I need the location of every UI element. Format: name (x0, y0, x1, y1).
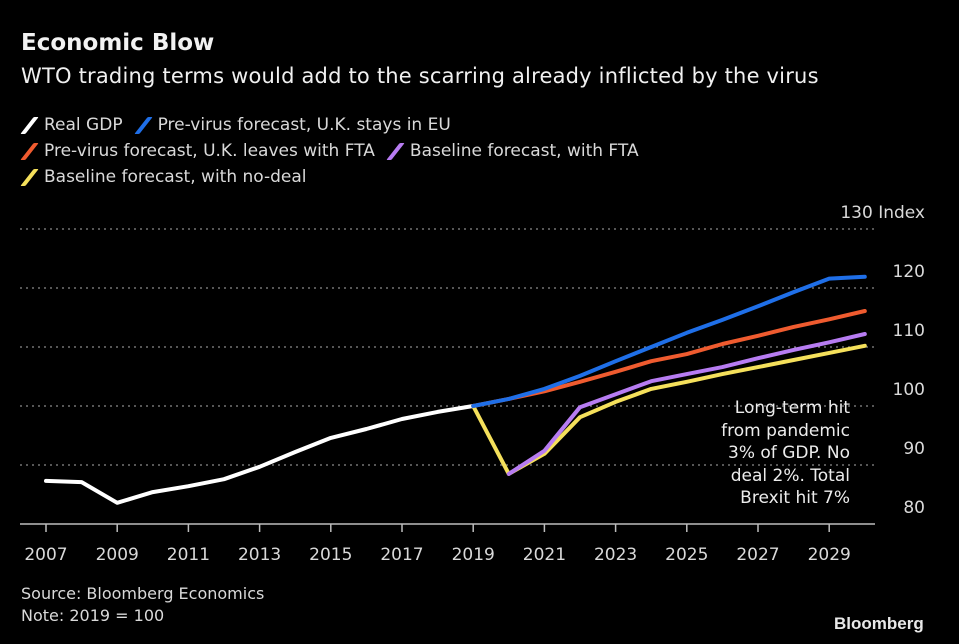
legend-item-pre-virus-eu: Pre-virus forecast, U.K. stays in EU (133, 112, 451, 138)
legend-item-real-gdp: Real GDP (20, 112, 123, 138)
x-tick-label: 2017 (380, 545, 423, 565)
annotation-line: from pandemic (721, 420, 850, 441)
legend-item-baseline-no-deal: Baseline forecast, with no-deal (20, 164, 307, 190)
series-line-baseline-forecast-with-no-deal (471, 343, 867, 476)
source-note: Source: Bloomberg Economics Note: 2019 =… (21, 583, 264, 627)
x-tick-label: 2021 (523, 545, 566, 565)
series-line-real-gdp (44, 404, 476, 505)
x-tick-label: 2011 (167, 545, 210, 565)
y-tick-label: 100 (893, 380, 925, 400)
legend-label: Real GDP (44, 115, 123, 135)
y-tick-label: 130 Index (840, 203, 925, 223)
x-tick-label: 2009 (96, 545, 139, 565)
annotation-line: Long-term hit (734, 398, 850, 418)
y-tick-label: 110 (893, 321, 925, 341)
series-line-baseline-forecast-with-fta (506, 332, 867, 476)
y-tick-label: 80 (903, 498, 925, 518)
bloomberg-logo: Bloomberg (834, 614, 924, 633)
note-text: Note: 2019 = 100 (21, 606, 165, 625)
legend-item-pre-virus-fta: Pre-virus forecast, U.K. leaves with FTA (20, 138, 375, 164)
legend-label: Baseline forecast, with no-deal (44, 167, 307, 187)
legend: Real GDP Pre-virus forecast, U.K. stays … (20, 112, 921, 190)
x-tick-label: 2013 (238, 545, 281, 565)
x-tick-label: 2015 (309, 545, 352, 565)
legend-label: Pre-virus forecast, U.K. stays in EU (157, 115, 451, 135)
x-tick-label: 2029 (808, 545, 851, 565)
annotation: Long-term hit from pandemic 3% of GDP. N… (650, 397, 850, 510)
annotation-line: Brexit hit 7% (740, 488, 850, 508)
legend-label: Pre-virus forecast, U.K. leaves with FTA (44, 141, 375, 161)
legend-item-baseline-fta: Baseline forecast, with FTA (386, 138, 639, 164)
x-tick-label: 2027 (736, 545, 779, 565)
x-tick-label: 2007 (24, 545, 67, 565)
x-tick-label: 2025 (665, 545, 708, 565)
x-tick-label: 2023 (594, 545, 637, 565)
series-line-pre-virus-forecast-u-k-stays-in-eu (471, 274, 867, 408)
y-tick-label: 120 (893, 262, 925, 282)
chart-subtitle: WTO trading terms would add to the scarr… (21, 64, 819, 88)
annotation-line: deal 2%. Total (730, 465, 850, 486)
source-text: Source: Bloomberg Economics (21, 584, 265, 603)
chart-title: Economic Blow (21, 30, 215, 56)
annotation-line: 3% of GDP. No (728, 443, 850, 463)
x-tick-label: 2019 (452, 545, 495, 565)
legend-label: Baseline forecast, with FTA (409, 141, 639, 161)
y-tick-label: 90 (903, 439, 925, 459)
